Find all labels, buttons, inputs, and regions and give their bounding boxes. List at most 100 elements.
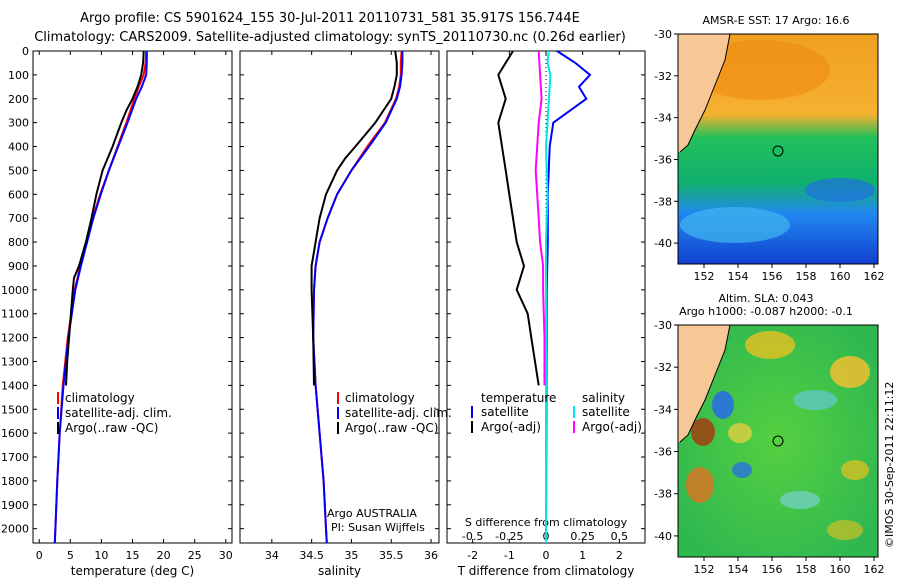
- y-tick-label: 1400: [1, 379, 29, 392]
- x-tick-label: 25: [188, 549, 202, 562]
- sla-high-patch: [728, 423, 752, 443]
- y-tick-label: 800: [8, 236, 29, 249]
- land-australia: [678, 34, 730, 152]
- y-tick-label: 1000: [1, 284, 29, 297]
- sla-low-patch: [712, 391, 734, 419]
- map-x-tick-label: 162: [864, 270, 885, 283]
- s-diff-tick-label: 0.25: [570, 530, 595, 543]
- coastline: [679, 324, 731, 443]
- s-diff-tick-label: -0.25: [495, 530, 523, 543]
- map-y-tick-label: -34: [654, 112, 672, 125]
- legend-label-satellite: satellite-adj. clim.: [65, 406, 172, 420]
- sla-map-frame: [677, 324, 879, 558]
- series-line-climatology: [53, 50, 148, 544]
- sst-map-axes: -30 -32 -34 -36 -38 -40 152 154 156 158 160 162: [654, 28, 884, 283]
- sla-high-patch: [827, 520, 863, 540]
- y-tick-label: 1200: [1, 332, 29, 345]
- y-tick-label: 700: [8, 212, 29, 225]
- sla-high-patch: [841, 460, 869, 480]
- map-x-tick-label: 160: [830, 270, 851, 283]
- x-tick-label: 1: [579, 549, 586, 562]
- x-tick-label: 0: [543, 549, 550, 562]
- x-tick-label: 34: [265, 549, 279, 562]
- legend-label-argo: Argo(..raw -QC): [65, 421, 158, 435]
- y-tick-label: 600: [8, 188, 29, 201]
- credit-text: ©IMOS 30-Sep-2011 22:11:12: [883, 382, 896, 548]
- figure-title-line2: Climatology: CARS2009. Satellite-adjuste…: [34, 30, 626, 45]
- map-y-tick-label: -34: [654, 403, 672, 416]
- y-tick-label: 300: [8, 117, 29, 130]
- x-tick-label: 5: [67, 549, 74, 562]
- map-x-tick-label: 154: [728, 563, 749, 576]
- series-line-satellite-adj-clim: [312, 51, 404, 544]
- annotation-line2: PI: Susan Wijffels: [331, 521, 425, 534]
- map-y-tick-label: -38: [654, 195, 672, 208]
- map-x-tick-label: 154: [728, 270, 749, 283]
- x-tick-label: 20: [157, 549, 171, 562]
- y-tick-label: 1900: [1, 499, 29, 512]
- map-x-tick-label: 162: [864, 563, 885, 576]
- y-tick-label: 1800: [1, 475, 29, 488]
- y-tick-label: 1600: [1, 427, 29, 440]
- y-tick-label: 1300: [1, 355, 29, 368]
- s-diff-tick-label: -0.5: [462, 530, 483, 543]
- series-line-argo-raw-qc: [310, 50, 398, 386]
- x-tick-label: 2: [616, 549, 623, 562]
- map-y-tick-label: -30: [654, 28, 672, 41]
- map-x-tick-label: 158: [796, 270, 817, 283]
- legend-label-satellite: satellite-adj. clim.: [345, 406, 452, 420]
- sst-cool-patch: [805, 178, 875, 202]
- series-line-climatology: [312, 50, 403, 544]
- sla-high-patch: [830, 356, 870, 388]
- sla-map-title-line1: Altim. SLA: 0.043: [718, 292, 813, 305]
- coastline: [679, 33, 731, 153]
- x-tick-label: 15: [126, 549, 140, 562]
- y-tick-label: 100: [8, 69, 29, 82]
- x-tick-label: 35.5: [379, 549, 404, 562]
- y-tick-label: 500: [8, 164, 29, 177]
- sla-high-patch: [691, 418, 715, 446]
- map-y-tick-label: -36: [654, 153, 672, 166]
- map-y-tick-label: -36: [654, 446, 672, 459]
- sla-high-patch: [686, 467, 714, 503]
- sla-map: [677, 324, 879, 558]
- map-y-tick-label: -38: [654, 488, 672, 501]
- series-layer: [53, 50, 592, 544]
- map-x-tick-label: 156: [762, 270, 783, 283]
- map-x-tick-label: 152: [694, 563, 715, 576]
- y-tick-label: 1500: [1, 403, 29, 416]
- salinity-panel-frame: [239, 50, 440, 544]
- sla-low-patch: [780, 491, 820, 509]
- series-line-salinity-satellite: [544, 50, 552, 543]
- map-x-tick-label: 156: [762, 563, 783, 576]
- y-tick-label: 1700: [1, 451, 29, 464]
- sst-map: [677, 33, 879, 265]
- sla-low-patch: [732, 462, 752, 478]
- map-y-tick-label: -40: [654, 530, 672, 543]
- x-tick-label: 35: [344, 549, 358, 562]
- legend-label-temp-argo: Argo(-adj): [481, 420, 541, 434]
- map-x-tick-label: 160: [830, 563, 851, 576]
- argo-position-marker: [772, 145, 784, 157]
- x-tick-label: 0: [36, 549, 43, 562]
- x-axis-label: salinity: [318, 564, 361, 578]
- legend-label-climatology: climatology: [65, 391, 135, 405]
- land-australia: [678, 325, 730, 442]
- series-line-satellite-adj-clim: [53, 51, 148, 544]
- y-tick-label: 0: [22, 45, 29, 58]
- x-tick-label: 10: [94, 549, 108, 562]
- series-line-salinity-argo-adj: [534, 50, 546, 386]
- sla-map-title-line2: Argo h1000: -0.087 h2000: -0.1: [679, 305, 853, 318]
- x-tick-label: 34.5: [299, 549, 324, 562]
- x-axis-label: temperature (deg C): [71, 564, 194, 578]
- y-tick-label: 400: [8, 141, 29, 154]
- map-y-tick-label: -32: [654, 361, 672, 374]
- y-tick-label: 200: [8, 93, 29, 106]
- legend-header-temperature: temperature: [481, 391, 556, 405]
- s-diff-tick-label: 0.5: [611, 530, 629, 543]
- legend-label-sal-satellite: satellite: [582, 405, 630, 419]
- legend-header-salinity: salinity: [582, 391, 625, 405]
- x-tick-label: -1: [504, 549, 515, 562]
- temperature-legend: climatology satellite-adj. clim. Argo(..…: [57, 391, 172, 435]
- sst-map-frame: [677, 33, 879, 265]
